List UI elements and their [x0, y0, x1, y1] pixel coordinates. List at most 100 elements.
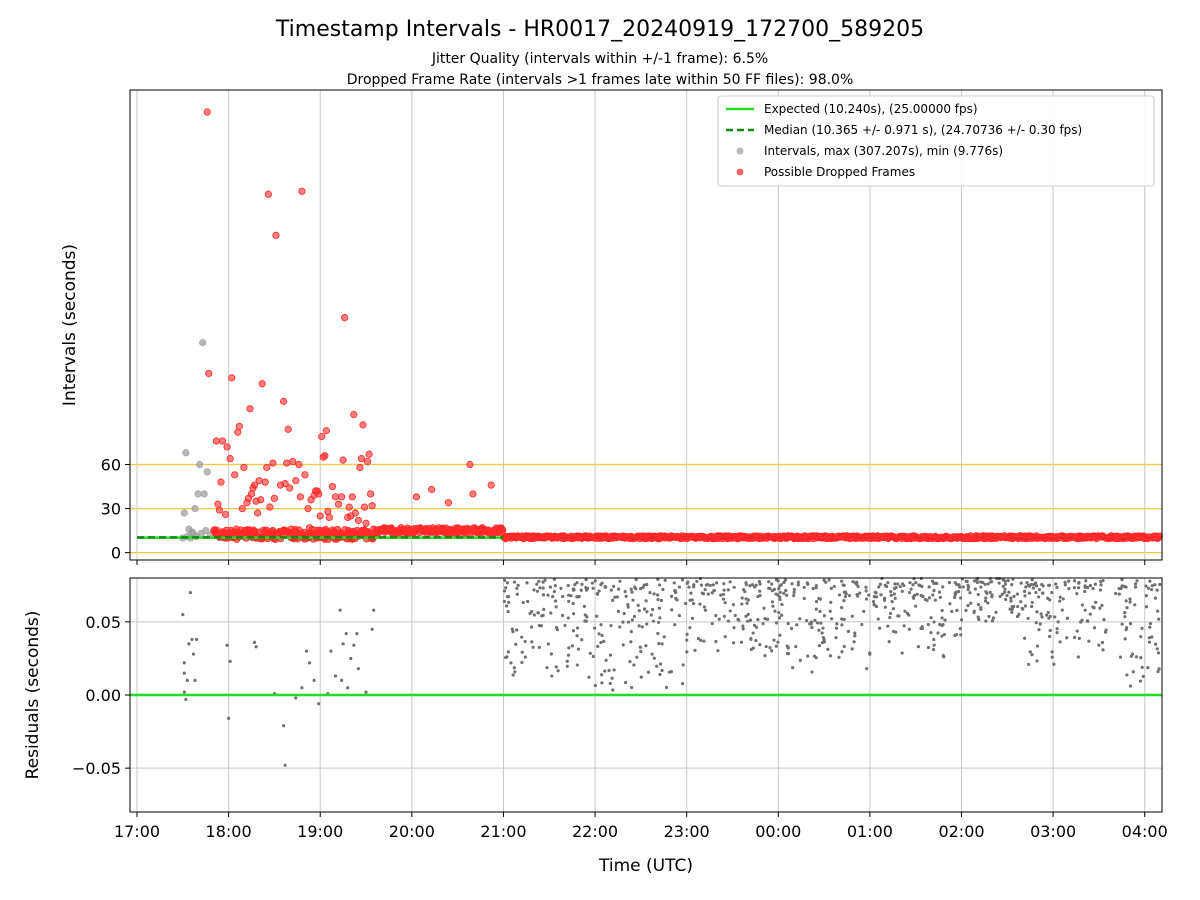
residual-point	[612, 584, 616, 588]
residual-point	[1075, 629, 1079, 633]
residual-point	[509, 661, 513, 665]
residual-point	[1003, 579, 1007, 583]
residual-point	[770, 582, 774, 586]
residual-point	[541, 586, 545, 590]
dropped-frame-point	[240, 463, 248, 472]
residual-point	[990, 619, 995, 623]
dropped-frame-point	[315, 490, 323, 498]
residual-point	[984, 596, 988, 600]
residual-point	[732, 626, 736, 630]
residual-point	[778, 595, 782, 599]
x-tick-label: 19:00	[297, 822, 343, 841]
residual-point	[758, 582, 762, 586]
residual-point	[828, 654, 833, 658]
residual-point	[785, 651, 789, 656]
residual-point	[1075, 592, 1079, 596]
residual-point	[645, 610, 649, 614]
residual-point	[550, 674, 554, 678]
residual-point	[741, 627, 745, 631]
residual-point	[778, 597, 782, 602]
residual-point	[190, 637, 194, 642]
residual-point	[842, 583, 846, 587]
residual-point	[921, 594, 925, 599]
residual-point	[344, 631, 348, 636]
residual-point	[300, 686, 304, 690]
residual-point	[630, 618, 634, 622]
dropped-frame-point	[266, 503, 274, 511]
residual-point	[596, 644, 600, 649]
residual-point	[600, 633, 604, 638]
residual-point	[827, 578, 831, 582]
residual-point	[603, 669, 607, 673]
residual-point	[814, 607, 818, 611]
residual-point	[528, 611, 532, 616]
residual-point	[649, 613, 653, 617]
residual-point	[894, 586, 898, 590]
residual-point	[1120, 622, 1124, 626]
residual-point	[998, 594, 1002, 599]
residual-point	[352, 643, 356, 647]
residual-point	[1038, 622, 1042, 626]
residual-point	[862, 609, 866, 613]
dropped-frame-point	[460, 527, 468, 535]
dropped-frame-point	[279, 397, 288, 405]
x-tick-label: 23:00	[664, 822, 710, 841]
residual-point	[1124, 599, 1128, 603]
dropped-frame-point	[287, 525, 295, 533]
residual-point	[1153, 596, 1158, 600]
residual-point	[677, 585, 682, 589]
residual-point	[281, 724, 286, 728]
dropped-frame-point	[496, 527, 504, 535]
residual-point	[1029, 582, 1033, 587]
residual-point	[1120, 584, 1124, 588]
dropped-frame-point	[305, 524, 314, 532]
residual-point	[711, 583, 715, 587]
residual-point	[1025, 580, 1029, 585]
residual-point	[537, 579, 541, 583]
residual-point	[1076, 655, 1080, 659]
residual-point	[874, 604, 879, 609]
dropped-frame-point	[348, 493, 356, 501]
residual-point	[591, 654, 595, 659]
dropped-frame-point	[258, 380, 266, 388]
residual-point	[505, 595, 509, 599]
residual-point	[341, 642, 345, 646]
residual-point	[185, 678, 189, 682]
residual-point	[1028, 650, 1032, 654]
residual-point	[1158, 582, 1162, 587]
residual-point	[630, 590, 634, 594]
residual-point	[717, 617, 721, 621]
dropped-frame-point	[215, 506, 224, 514]
residual-point	[740, 596, 744, 600]
residual-point	[1021, 607, 1025, 611]
residual-point	[599, 623, 603, 627]
residual-point	[685, 638, 689, 642]
dropped-frame-point	[246, 405, 254, 413]
top-y-ticks: 0 30 60	[101, 456, 130, 563]
residual-point	[710, 591, 714, 595]
residual-point	[847, 593, 852, 598]
residual-point	[1055, 627, 1059, 631]
residual-point	[333, 674, 338, 678]
residual-point	[657, 606, 662, 610]
residual-point	[914, 581, 918, 585]
residual-point	[778, 590, 782, 594]
residual-point	[1118, 655, 1123, 659]
dropped-frame-point	[360, 503, 369, 511]
residual-point	[832, 584, 836, 589]
residual-point	[932, 637, 936, 642]
residual-point	[604, 658, 608, 662]
dropped-frame-point	[356, 463, 364, 472]
residual-point	[513, 670, 517, 674]
residual-point	[1046, 583, 1051, 587]
residual-point	[658, 662, 663, 666]
residual-point	[600, 673, 604, 677]
residual-point	[1091, 586, 1095, 591]
residual-point	[931, 648, 936, 652]
residual-point	[716, 649, 720, 653]
residual-point	[1055, 585, 1059, 590]
residual-point	[942, 633, 946, 637]
residual-point	[777, 587, 781, 591]
residual-point	[771, 604, 775, 608]
residual-point	[1156, 669, 1160, 674]
